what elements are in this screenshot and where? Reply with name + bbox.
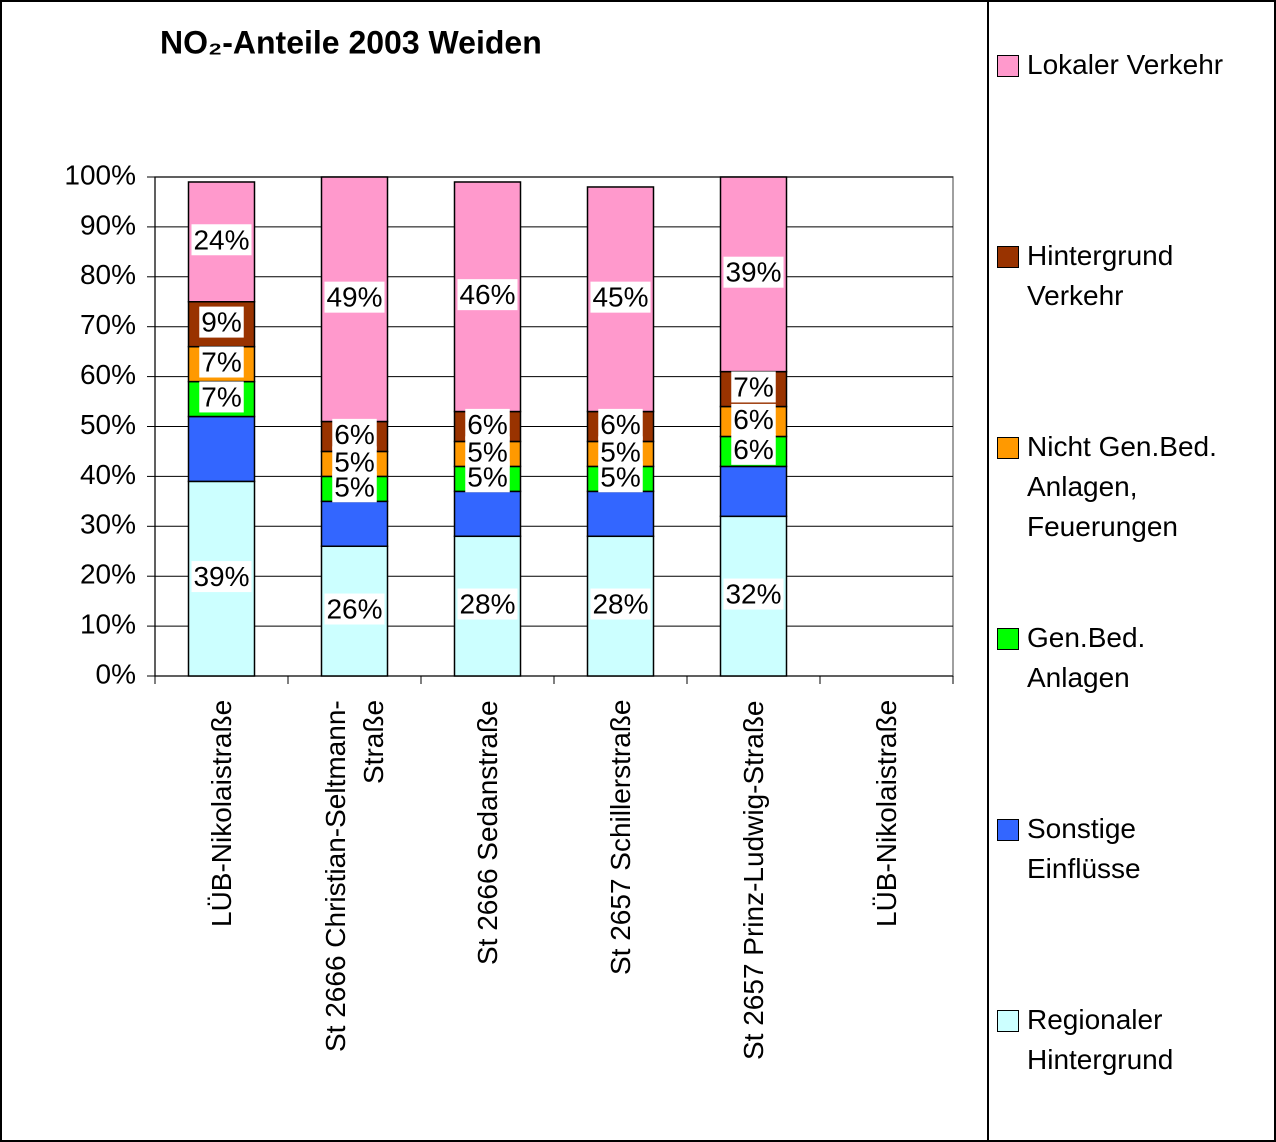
y-tick-label: 20% <box>80 559 136 590</box>
legend-label: Lokaler Verkehr <box>1027 49 1224 80</box>
value-label: 39% <box>725 257 781 288</box>
value-label-bg <box>590 588 651 620</box>
legend-item: Sonstige Einflüsse <box>997 809 1141 889</box>
value-label-bg <box>324 281 385 313</box>
bar-segment <box>719 465 788 518</box>
value-label: 5% <box>334 446 374 477</box>
value-label-bg <box>191 224 252 256</box>
value-label-bg <box>598 436 643 468</box>
value-label: 6% <box>600 409 640 440</box>
value-label: 5% <box>467 436 507 467</box>
bar-segment <box>187 415 256 483</box>
legend-swatch <box>997 819 1019 841</box>
value-label: 28% <box>592 589 648 620</box>
value-label-bg <box>332 446 377 478</box>
value-label: 6% <box>334 419 374 450</box>
y-tick-label: 80% <box>80 259 136 290</box>
value-label: 7% <box>201 347 241 378</box>
value-label-bg <box>598 408 643 440</box>
x-tick-label: St 2657 Prinz-Ludwig-Straße <box>737 700 769 1060</box>
bar-segment <box>586 490 655 538</box>
value-label-bg <box>465 436 510 468</box>
chart-title: NO₂-Anteile 2003 Weiden <box>160 24 542 60</box>
value-label: 28% <box>459 589 515 620</box>
value-label-bg <box>731 433 776 465</box>
value-label-bg <box>731 403 776 435</box>
legend-label: Sonstige Einflüsse <box>1027 813 1141 884</box>
value-label-bg <box>457 588 518 620</box>
x-tick-label: LÜB-Nikolaistraße <box>205 700 237 928</box>
y-tick-label: 90% <box>80 209 136 240</box>
legend-label: Gen.Bed. Anlagen <box>1027 622 1146 693</box>
value-label: 6% <box>467 409 507 440</box>
y-tick-label: 100% <box>64 159 136 190</box>
value-label: 7% <box>201 381 241 412</box>
value-label-bg <box>332 418 377 450</box>
y-tick-label: 30% <box>80 509 136 540</box>
legend-label: Regionaler Hintergrund <box>1027 1004 1174 1075</box>
value-label-bg <box>457 279 518 311</box>
value-label: 7% <box>733 371 773 402</box>
value-label: 45% <box>592 282 648 313</box>
legend-item: Hintergrund Verkehr <box>997 236 1173 316</box>
legend-label: Nicht Gen.Bed. Anlagen, Feuerungen <box>1027 431 1217 542</box>
value-label-bg <box>199 381 244 413</box>
legend-item: Lokaler Verkehr <box>997 45 1223 85</box>
y-tick-label: 70% <box>80 309 136 340</box>
value-label-bg <box>465 408 510 440</box>
x-tick-label: LÜB-Nikolaistraße <box>870 700 902 928</box>
value-label-bg <box>199 346 244 378</box>
value-label: 49% <box>326 282 382 313</box>
y-tick-label: 40% <box>80 459 136 490</box>
legend-swatch <box>997 55 1019 77</box>
legend-item: Regionaler Hintergrund <box>997 1000 1173 1080</box>
value-label-bg <box>191 561 252 593</box>
value-label: 24% <box>193 224 249 255</box>
value-label-bg <box>723 578 784 610</box>
x-tick-label: St 2666 Sedanstraße <box>471 700 503 965</box>
value-label: 5% <box>600 436 640 467</box>
value-label: 26% <box>326 594 382 625</box>
bar-segment <box>320 500 389 548</box>
value-label-bg <box>324 593 385 625</box>
value-label: 6% <box>733 434 773 465</box>
value-label: 9% <box>201 307 241 338</box>
x-tick-label: St 2657 Schillerstraße <box>604 700 636 976</box>
y-tick-label: 0% <box>96 658 136 689</box>
value-label: 6% <box>733 404 773 435</box>
legend-swatch <box>997 628 1019 650</box>
y-tick-label: 10% <box>80 608 136 639</box>
y-tick-label: 50% <box>80 409 136 440</box>
legend-swatch <box>997 437 1019 459</box>
value-label-bg <box>199 306 244 338</box>
legend-item: Gen.Bed. Anlagen <box>997 618 1145 698</box>
value-label-bg <box>731 371 776 403</box>
legend-swatch <box>997 246 1019 268</box>
value-label-bg <box>723 256 784 288</box>
legend-label: Hintergrund Verkehr <box>1027 240 1174 311</box>
value-label: 32% <box>725 579 781 610</box>
legend-swatch <box>997 1010 1019 1032</box>
value-label: 39% <box>193 561 249 592</box>
bar-segment <box>453 490 522 538</box>
value-label-bg <box>590 281 651 313</box>
x-tick-label: St 2666 Christian-Seltmann- Straße <box>319 700 389 1052</box>
y-tick-label: 60% <box>80 359 136 390</box>
value-label: 46% <box>459 279 515 310</box>
legend-item: Nicht Gen.Bed. Anlagen, Feuerungen <box>997 427 1217 547</box>
